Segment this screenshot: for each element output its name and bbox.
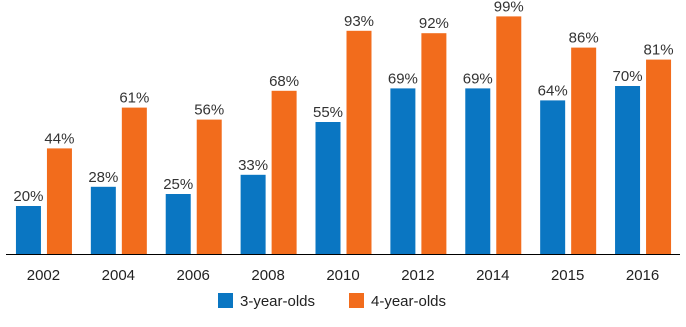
- bar-series2-2002: [46, 148, 72, 254]
- bar-series1-2015: [540, 100, 566, 255]
- data-labels-group: 20% 44% 28% 61% 25% 56% 33% 68% 55% 93% 69% 92% 69% 9…: [13, 0, 673, 205]
- bar-series1-2002: [15, 206, 41, 254]
- data-label-series2-2016: 81%: [644, 42, 674, 59]
- data-label-series1-2012: 69%: [388, 70, 418, 87]
- x-tick-label-2004: 2004: [102, 267, 135, 284]
- data-label-series2-2004: 61%: [119, 90, 149, 107]
- data-label-series1-2004: 28%: [88, 169, 118, 186]
- data-label-series2-2015: 86%: [569, 30, 599, 47]
- data-label-series1-2006: 25%: [163, 176, 193, 193]
- x-tick-label-2016: 2016: [626, 267, 659, 284]
- legend-label-series2: 4-year-olds: [371, 293, 446, 310]
- bar-series2-2006: [196, 119, 222, 254]
- bars-group: [15, 16, 672, 255]
- legend-swatch-series1: [218, 293, 233, 308]
- data-label-series2-2002: 44%: [44, 130, 74, 147]
- data-label-series1-2008: 33%: [238, 157, 268, 174]
- bar-series1-2006: [165, 194, 191, 254]
- x-tick-label-2015: 2015: [551, 267, 584, 284]
- x-tick-label-2010: 2010: [326, 267, 359, 284]
- bar-series1-2010: [315, 122, 341, 254]
- data-label-series2-2014: 99%: [494, 0, 524, 15]
- x-tick-label-2008: 2008: [251, 267, 284, 284]
- data-label-series1-2016: 70%: [613, 68, 643, 85]
- bar-series2-2004: [121, 107, 147, 254]
- bar-series2-2015: [571, 47, 597, 254]
- legend-swatch-series2: [349, 293, 364, 308]
- bar-series2-2016: [646, 59, 672, 254]
- data-label-series1-2014: 69%: [463, 70, 493, 87]
- x-tick-label-2002: 2002: [27, 267, 60, 284]
- bar-series2-2014: [496, 16, 522, 255]
- bar-series1-2014: [465, 88, 491, 255]
- bar-series1-2016: [615, 86, 641, 254]
- bar-series1-2008: [240, 174, 266, 254]
- legend: 3-year-olds 4-year-olds: [218, 293, 446, 310]
- data-label-series2-2008: 68%: [269, 73, 299, 90]
- bar-series2-2008: [271, 90, 297, 254]
- data-label-series2-2006: 56%: [194, 102, 224, 119]
- bar-series2-2012: [421, 33, 447, 255]
- data-label-series1-2002: 20%: [13, 188, 43, 205]
- data-label-series2-2010: 93%: [344, 13, 374, 30]
- legend-label-series1: 3-year-olds: [240, 293, 315, 310]
- bar-series1-2004: [90, 186, 116, 254]
- x-axis-tick-labels: 2002 2004 2006 2008 2010 2012 2014 2015 2016: [27, 267, 659, 284]
- data-label-series2-2012: 92%: [419, 15, 449, 32]
- bar-series2-2010: [346, 30, 372, 254]
- x-tick-label-2006: 2006: [177, 267, 210, 284]
- data-label-series1-2010: 55%: [313, 104, 343, 121]
- x-tick-label-2014: 2014: [476, 267, 509, 284]
- x-tick-label-2012: 2012: [401, 267, 434, 284]
- bar-series1-2012: [390, 88, 416, 255]
- data-label-series1-2015: 64%: [538, 82, 568, 99]
